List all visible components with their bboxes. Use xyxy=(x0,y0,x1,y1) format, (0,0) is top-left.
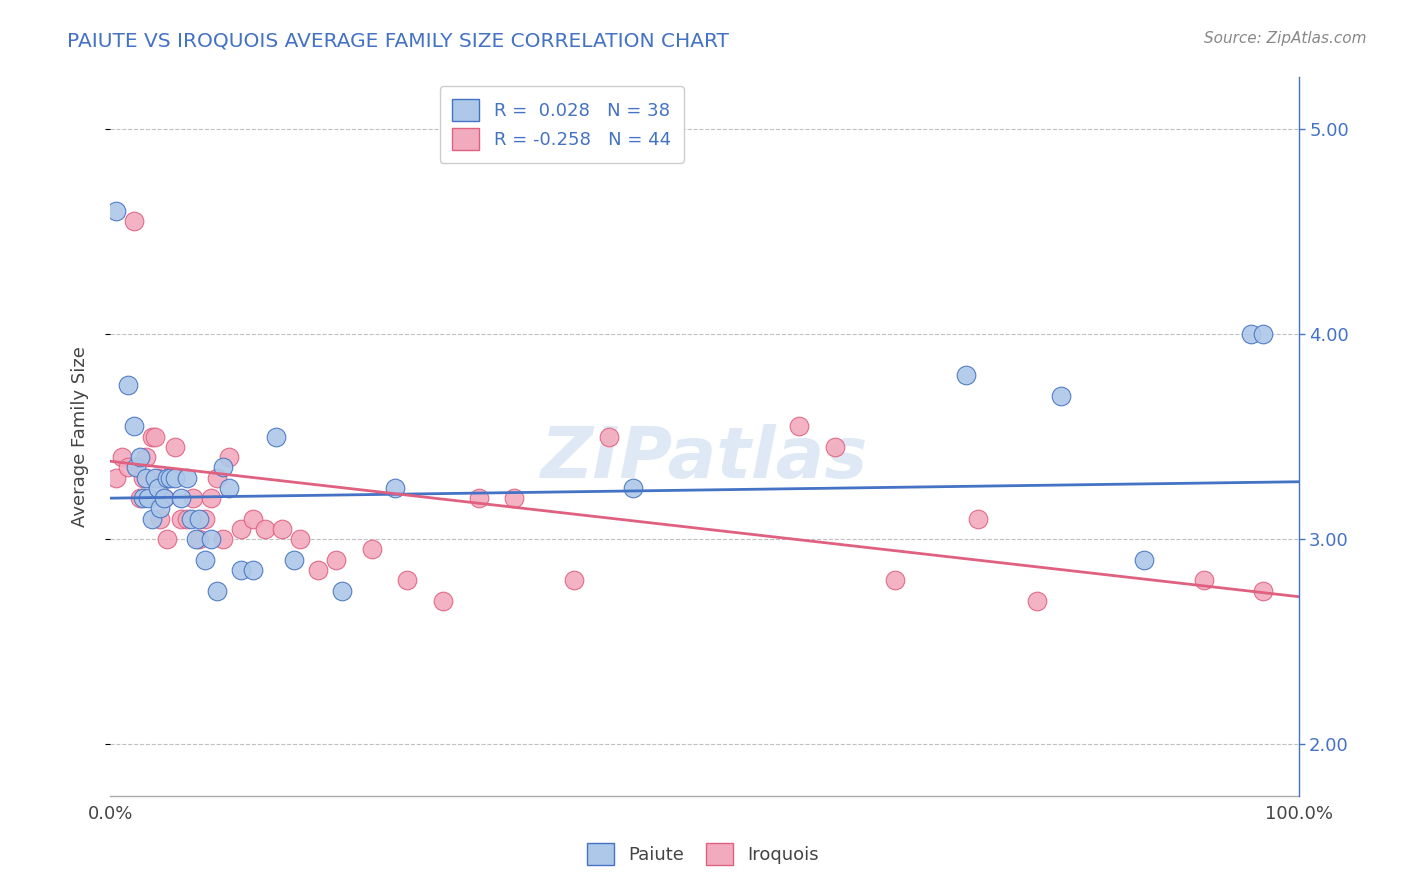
Point xyxy=(212,460,235,475)
Point xyxy=(1026,594,1049,608)
Point xyxy=(384,481,406,495)
Point xyxy=(200,533,222,547)
Point xyxy=(1240,326,1263,341)
Point xyxy=(218,450,240,464)
Point xyxy=(146,481,169,495)
Point xyxy=(1251,326,1274,341)
Point xyxy=(143,470,166,484)
Point xyxy=(180,511,202,525)
Point xyxy=(105,203,128,218)
Point xyxy=(432,594,454,608)
Point xyxy=(152,491,174,505)
Point xyxy=(122,419,145,434)
Point xyxy=(141,429,163,443)
Point xyxy=(883,574,905,588)
Point xyxy=(200,491,222,505)
Point xyxy=(117,460,139,475)
Point xyxy=(143,429,166,443)
Point xyxy=(128,491,150,505)
Point xyxy=(117,378,139,392)
Point xyxy=(360,542,382,557)
Point xyxy=(132,491,155,505)
Point xyxy=(132,470,155,484)
Text: Source: ZipAtlas.com: Source: ZipAtlas.com xyxy=(1204,31,1367,46)
Point xyxy=(621,481,644,495)
Point xyxy=(188,511,211,525)
Point xyxy=(253,522,276,536)
Point xyxy=(1192,574,1215,588)
Point xyxy=(194,553,217,567)
Point xyxy=(111,450,134,464)
Point xyxy=(266,429,288,443)
Point xyxy=(146,470,169,484)
Point xyxy=(1133,553,1156,567)
Point xyxy=(194,511,217,525)
Point xyxy=(181,491,204,505)
Point xyxy=(598,429,620,443)
Point xyxy=(824,440,846,454)
Legend: R =  0.028   N = 38, R = -0.258   N = 44: R = 0.028 N = 38, R = -0.258 N = 44 xyxy=(440,87,683,163)
Point xyxy=(503,491,526,505)
Point xyxy=(149,501,172,516)
Point xyxy=(188,533,211,547)
Point xyxy=(562,574,585,588)
Legend: Paiute, Iroquois: Paiute, Iroquois xyxy=(578,834,828,874)
Point xyxy=(176,511,198,525)
Point xyxy=(283,553,305,567)
Point xyxy=(290,533,312,547)
Y-axis label: Average Family Size: Average Family Size xyxy=(72,346,89,527)
Point xyxy=(218,481,240,495)
Point xyxy=(1251,583,1274,598)
Point xyxy=(156,533,179,547)
Point xyxy=(1050,388,1073,402)
Point xyxy=(271,522,294,536)
Point xyxy=(105,470,128,484)
Point xyxy=(122,214,145,228)
Point xyxy=(396,574,419,588)
Point xyxy=(205,583,228,598)
Point xyxy=(212,533,235,547)
Point xyxy=(242,511,264,525)
Point xyxy=(176,470,198,484)
Point xyxy=(229,563,252,577)
Point xyxy=(152,491,174,505)
Point xyxy=(242,563,264,577)
Point xyxy=(165,440,187,454)
Text: PAIUTE VS IROQUOIS AVERAGE FAMILY SIZE CORRELATION CHART: PAIUTE VS IROQUOIS AVERAGE FAMILY SIZE C… xyxy=(67,31,730,50)
Point xyxy=(955,368,977,382)
Point xyxy=(159,470,181,484)
Point xyxy=(128,450,150,464)
Point xyxy=(330,583,353,598)
Point xyxy=(135,470,157,484)
Point xyxy=(325,553,347,567)
Point xyxy=(229,522,252,536)
Point xyxy=(467,491,489,505)
Point xyxy=(125,460,148,475)
Point xyxy=(170,491,193,505)
Point xyxy=(165,470,187,484)
Point xyxy=(789,419,811,434)
Point xyxy=(307,563,329,577)
Point xyxy=(136,491,159,505)
Point xyxy=(184,533,207,547)
Point xyxy=(141,511,163,525)
Point xyxy=(156,470,179,484)
Point xyxy=(135,450,157,464)
Point xyxy=(205,470,228,484)
Point xyxy=(149,511,172,525)
Point xyxy=(170,511,193,525)
Text: ZIPatlas: ZIPatlas xyxy=(541,424,868,492)
Point xyxy=(966,511,988,525)
